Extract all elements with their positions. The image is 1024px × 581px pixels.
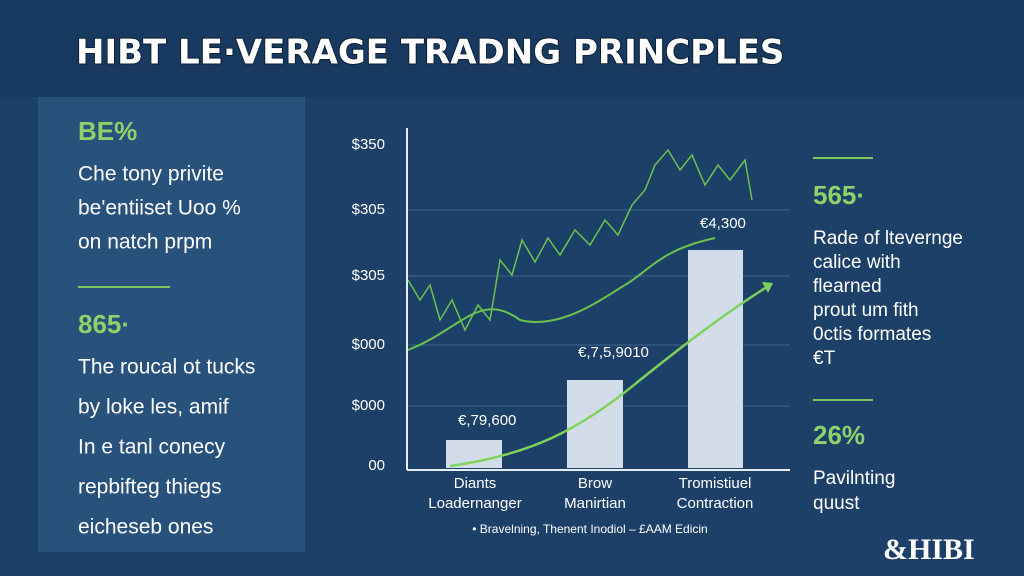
axis-label: $000 xyxy=(352,397,385,414)
left-panel xyxy=(38,97,305,552)
category-label: Contraction xyxy=(677,495,754,512)
bar xyxy=(446,440,502,468)
text-line: Rade of ltevernge xyxy=(813,228,963,249)
stat: BE% xyxy=(78,116,137,146)
axis-label: $350 xyxy=(352,136,385,153)
bar-label: €,7,5,9010 xyxy=(578,344,649,361)
text-line: 0ctis formates xyxy=(813,324,931,345)
category-label: Loadernanger xyxy=(428,495,521,512)
stat: 865· xyxy=(78,309,130,339)
text-line: by loke les, amif xyxy=(78,396,229,419)
category-label: Diants xyxy=(454,475,497,492)
chart xyxy=(406,128,790,471)
text-line: prout um fith xyxy=(813,300,919,321)
category-label: Manirtian xyxy=(564,495,626,512)
bar xyxy=(567,380,623,468)
header-band xyxy=(0,0,1024,97)
text-line: €T xyxy=(813,348,836,369)
arrow-head xyxy=(762,282,773,293)
category-label: Brow xyxy=(578,475,612,492)
text-line: Pavilnting xyxy=(813,468,895,489)
footer: • Bravelning, Thenent Inodiol – £AAM Edi… xyxy=(472,522,707,536)
text-line: quust xyxy=(813,493,860,514)
text-line: on natch prpm xyxy=(78,231,212,254)
text-line: eicheseb ones xyxy=(78,516,213,539)
axis-label: $305 xyxy=(352,201,385,218)
stat: 26% xyxy=(813,420,865,450)
bar-label: €,79,600 xyxy=(458,412,516,429)
text-line: In e tanl conecy xyxy=(78,436,226,459)
text-line: repbifteg thiegs xyxy=(78,476,222,499)
axis-label: 00 xyxy=(368,457,385,474)
bar xyxy=(688,250,743,468)
logo: &HIBI xyxy=(883,533,975,566)
text-line: Che tony privite xyxy=(78,163,224,186)
title: HIBT LE·VERAGE TRADNG PRINCPLES xyxy=(76,33,784,73)
axis-label: $305 xyxy=(352,267,385,284)
category-label: Tromistiuel xyxy=(679,475,752,492)
text-line: The roucal ot tucks xyxy=(78,356,255,379)
text-line: calice with xyxy=(813,252,901,273)
trend-line xyxy=(407,237,716,351)
text-line: flearned xyxy=(813,276,882,297)
bar-label: €4,300 xyxy=(700,215,746,232)
stat: 565· xyxy=(813,180,865,210)
text-line: be'entiiset Uoo % xyxy=(78,197,241,220)
axis-label: $000 xyxy=(352,336,385,353)
growth-arrow xyxy=(449,283,771,468)
